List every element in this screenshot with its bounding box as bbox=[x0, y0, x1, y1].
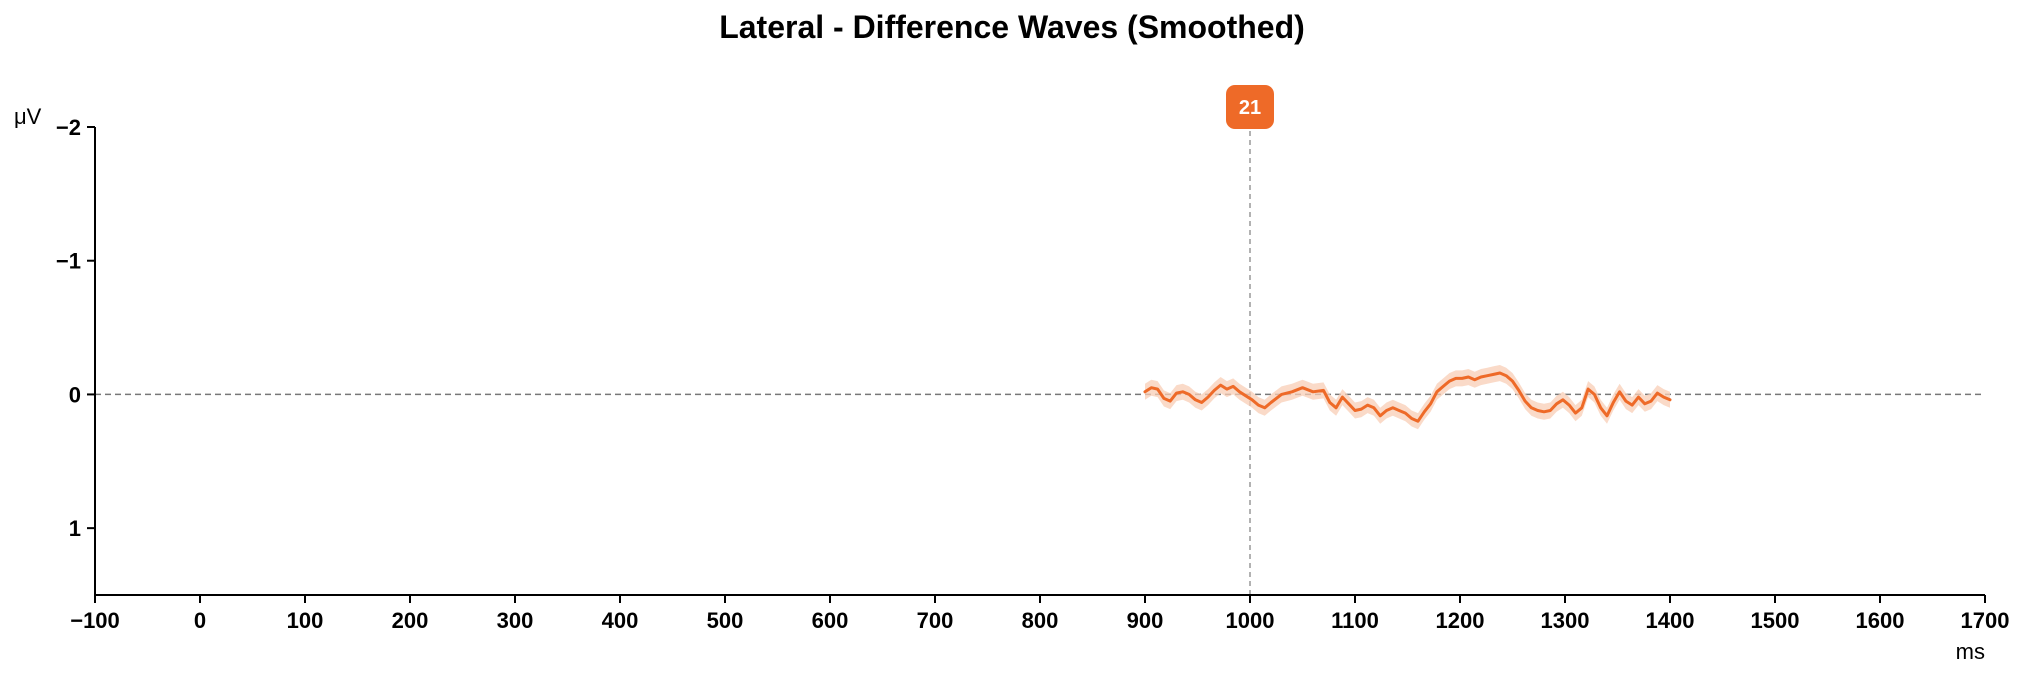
x-tick-label: 1600 bbox=[1856, 608, 1905, 633]
plot-area: 21 bbox=[95, 85, 1985, 595]
x-tick-label: 600 bbox=[812, 608, 849, 633]
x-tick-label: 100 bbox=[287, 608, 324, 633]
x-tick-label: 800 bbox=[1022, 608, 1059, 633]
marker-badge bbox=[1226, 85, 1274, 129]
y-tick-label: −1 bbox=[56, 249, 81, 274]
chart-title: Lateral - Difference Waves (Smoothed) bbox=[719, 9, 1305, 45]
x-tick-label: 700 bbox=[917, 608, 954, 633]
x-tick-label: 500 bbox=[707, 608, 744, 633]
series-0-error-band bbox=[1145, 365, 1670, 430]
x-tick-label: 400 bbox=[602, 608, 639, 633]
x-tick-label: 1200 bbox=[1436, 608, 1485, 633]
x-tick-label: 300 bbox=[497, 608, 534, 633]
axes: −2 −1 0 1 −100 0 100 200 300 400 500 600 700 800 900 10… bbox=[56, 115, 2010, 633]
x-tick-label: 0 bbox=[194, 608, 206, 633]
x-tick-label: 1300 bbox=[1541, 608, 1590, 633]
x-tick-label: 1700 bbox=[1961, 608, 2010, 633]
series-0-line bbox=[1143, 371, 1672, 423]
x-tick-label: 1500 bbox=[1751, 608, 1800, 633]
marker-badge-label: 21 bbox=[1239, 97, 1261, 119]
y-tick-label: 0 bbox=[69, 382, 81, 407]
x-axis-label: ms bbox=[1956, 639, 1985, 664]
x-tick-label: −100 bbox=[70, 608, 120, 633]
y-tick-label: −2 bbox=[56, 115, 81, 140]
x-tick-label: 900 bbox=[1127, 608, 1164, 633]
x-tick-label: 200 bbox=[392, 608, 429, 633]
x-tick-label: 1000 bbox=[1226, 608, 1275, 633]
x-tick-label: 1100 bbox=[1331, 608, 1379, 633]
y-tick-label: 1 bbox=[69, 516, 81, 541]
y-axis-label: μV bbox=[14, 104, 42, 129]
x-tick-label: 1400 bbox=[1646, 608, 1695, 633]
